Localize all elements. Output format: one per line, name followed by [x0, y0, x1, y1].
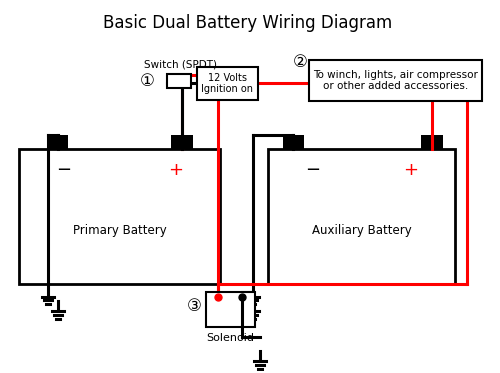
FancyBboxPatch shape: [206, 292, 255, 327]
FancyBboxPatch shape: [421, 135, 442, 148]
Text: −: −: [304, 161, 320, 179]
Text: Switch (SPDT): Switch (SPDT): [144, 60, 218, 70]
Text: Solenoid: Solenoid: [206, 333, 254, 343]
Text: ②: ②: [293, 53, 308, 70]
Text: +: +: [404, 161, 418, 179]
Text: 12 Volts
Ignition on: 12 Volts Ignition on: [202, 73, 254, 94]
Text: ①: ①: [140, 72, 155, 90]
FancyBboxPatch shape: [167, 75, 191, 88]
FancyBboxPatch shape: [282, 135, 304, 148]
FancyBboxPatch shape: [19, 148, 220, 284]
Text: Basic Dual Battery Wiring Diagram: Basic Dual Battery Wiring Diagram: [104, 14, 393, 32]
FancyBboxPatch shape: [47, 135, 68, 148]
Text: ③: ③: [186, 297, 202, 316]
Text: Auxiliary Battery: Auxiliary Battery: [312, 225, 412, 237]
FancyBboxPatch shape: [171, 135, 193, 148]
Text: −: −: [56, 161, 71, 179]
Text: +: +: [168, 161, 184, 179]
Text: Primary Battery: Primary Battery: [73, 225, 166, 237]
Text: To winch, lights, air compressor
or other added accessories.: To winch, lights, air compressor or othe…: [313, 70, 478, 91]
FancyBboxPatch shape: [197, 67, 258, 100]
FancyBboxPatch shape: [268, 148, 456, 284]
FancyBboxPatch shape: [310, 60, 482, 101]
